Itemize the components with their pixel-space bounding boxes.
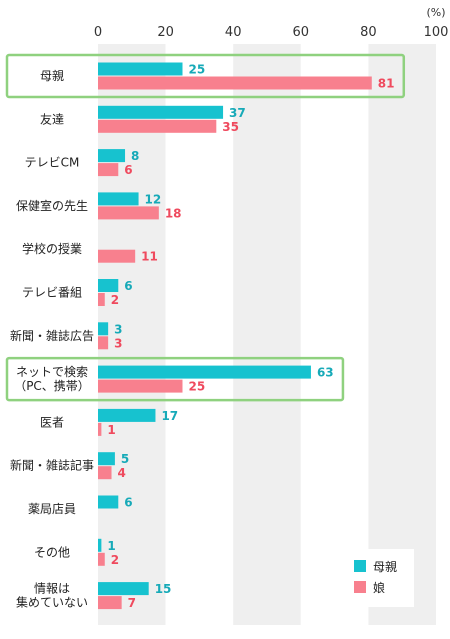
data-label: 18 — [165, 206, 182, 220]
category-label: 母親 — [40, 69, 64, 83]
data-label: 1 — [107, 539, 115, 553]
data-label: 15 — [155, 582, 172, 596]
bar-mother — [98, 408, 156, 422]
data-label: 25 — [189, 63, 206, 77]
data-label: 63 — [317, 366, 334, 380]
category-label: テレビ番組 — [22, 286, 82, 300]
grid-band — [98, 44, 166, 625]
bar-mother — [98, 279, 119, 292]
x-tick-label: 40 — [225, 25, 242, 40]
x-tick-label: 0 — [94, 25, 102, 40]
data-label: 25 — [189, 380, 206, 394]
x-tick-label: 100 — [424, 25, 449, 40]
legend-box — [340, 549, 414, 607]
highlight-box — [5, 356, 345, 402]
data-label: 37 — [229, 106, 246, 120]
bar-daughter — [98, 379, 183, 393]
highlight-box — [5, 53, 406, 99]
data-label: 12 — [145, 192, 162, 206]
category-label: 新聞・雑誌広告 — [10, 328, 94, 343]
bar-daughter — [98, 422, 102, 436]
bar-daughter — [98, 336, 109, 350]
bar-daughter — [98, 293, 105, 306]
legend-label: 母親 — [373, 560, 397, 574]
category-label: 集めていない — [16, 595, 88, 610]
bar-daughter — [98, 76, 372, 90]
grid-band — [368, 44, 436, 625]
data-label: 6 — [124, 496, 132, 510]
bar-daughter — [98, 249, 136, 263]
bar-daughter — [98, 206, 159, 220]
bar-daughter — [98, 119, 217, 133]
data-label: 6 — [124, 163, 132, 177]
bar-mother — [98, 452, 115, 466]
data-label: 11 — [141, 250, 158, 264]
x-tick-label: 60 — [293, 25, 310, 40]
bar-mother — [98, 322, 109, 336]
bar-mother — [98, 365, 311, 379]
data-label: 35 — [222, 120, 239, 134]
data-label: 6 — [124, 279, 132, 293]
data-label: 2 — [111, 293, 119, 307]
category-label: 情報は — [34, 582, 70, 596]
data-label: 8 — [131, 149, 139, 163]
category-label: （PC、携帯） — [14, 378, 90, 393]
bar-daughter — [98, 596, 122, 610]
highlight-boxes — [5, 53, 406, 402]
bar-mother — [98, 62, 183, 76]
bar-mother — [98, 105, 224, 119]
data-label: 2 — [111, 553, 119, 567]
bar-mother — [98, 582, 149, 596]
grid-bands — [98, 44, 436, 625]
grid-band — [165, 44, 234, 625]
category-label: その他 — [34, 545, 70, 559]
category-label: 薬局店員 — [28, 502, 76, 516]
data-label: 5 — [121, 452, 129, 466]
x-tick-label: 80 — [360, 25, 377, 40]
bar-mother — [98, 192, 139, 206]
category-label: 新聞・雑誌記事 — [10, 458, 94, 473]
bar-mother — [98, 495, 119, 509]
legend-swatch — [354, 560, 366, 572]
data-label: 7 — [128, 596, 136, 610]
bar-daughter — [98, 466, 112, 480]
x-axis: 0 20 40 60 80 100 (%) — [94, 6, 449, 40]
data-label: 17 — [161, 409, 178, 423]
category-label: ネットで検索 — [16, 365, 88, 379]
bar-mother — [98, 538, 102, 552]
category-label: 学校の授業 — [22, 241, 82, 256]
legend: 母親娘 — [340, 549, 414, 607]
bar-mother — [98, 149, 126, 163]
category-label: 医者 — [40, 415, 64, 429]
unit-label: (%) — [426, 6, 445, 19]
bar-daughter — [98, 552, 105, 566]
data-label: 3 — [114, 336, 122, 350]
data-label: 81 — [378, 77, 395, 91]
legend-label: 娘 — [373, 580, 385, 595]
legend-swatch — [354, 581, 366, 593]
data-label: 3 — [114, 322, 122, 336]
category-label: 保健室の先生 — [16, 198, 88, 213]
grid-band — [300, 44, 369, 625]
x-tick-label: 20 — [157, 25, 174, 40]
category-label: テレビCM — [25, 156, 80, 170]
bar-daughter — [98, 163, 119, 177]
grid-band — [233, 44, 301, 625]
category-label: 友達 — [40, 112, 64, 126]
data-label: 1 — [107, 423, 115, 437]
data-label: 4 — [118, 466, 126, 480]
